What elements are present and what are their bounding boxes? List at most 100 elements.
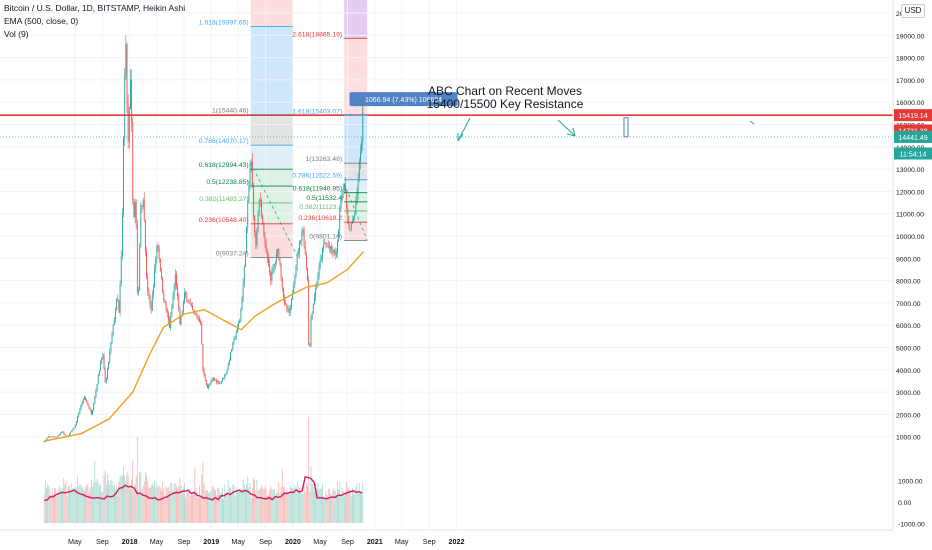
volume-bar — [199, 486, 200, 523]
candle-body — [243, 266, 245, 283]
candle-body — [62, 431, 64, 433]
annotation-arrow-left — [457, 117, 471, 142]
candle-body — [149, 295, 151, 305]
candle-body — [54, 436, 55, 438]
candle-body — [158, 248, 160, 260]
candle-body — [86, 399, 88, 403]
candle-body — [307, 268, 308, 280]
volume-bar — [277, 492, 279, 523]
volume-bar — [263, 488, 265, 523]
candle-body — [239, 320, 241, 324]
candle-body — [195, 314, 197, 316]
currency-button[interactable]: USD — [901, 4, 925, 18]
candle-body — [192, 306, 193, 311]
candle-body — [167, 313, 169, 321]
candle-body — [110, 342, 112, 352]
volume-bar — [356, 483, 358, 523]
candle-body — [336, 241, 338, 253]
volume-bar — [156, 482, 158, 523]
candle-body — [242, 282, 244, 299]
volume-bar — [225, 495, 227, 523]
volume-bar — [154, 480, 155, 523]
volume-bar — [96, 478, 98, 523]
volume-bar — [174, 483, 176, 523]
volume-bar — [296, 481, 298, 523]
volume-bar — [127, 476, 129, 523]
candle-body — [353, 219, 354, 222]
volume-bar — [247, 476, 249, 523]
volume-bar — [266, 495, 268, 523]
volume-bar — [124, 475, 126, 523]
volume-bar — [257, 490, 259, 523]
candle-body — [215, 379, 216, 381]
candle-body — [113, 319, 115, 325]
fib1-level-label: 0.5(12238.85) — [206, 179, 248, 186]
candle-body — [89, 408, 91, 411]
candle-body — [102, 355, 104, 358]
candle-body — [47, 437, 49, 440]
volume-bar — [92, 487, 93, 523]
volume-bar — [234, 495, 236, 523]
volume-bar — [242, 480, 244, 523]
candle-body — [326, 244, 328, 246]
candle-body — [134, 202, 136, 218]
volume-bar — [144, 471, 146, 523]
candle-body — [112, 324, 114, 334]
candle-body — [194, 312, 196, 315]
candle-body — [104, 368, 106, 382]
volume-bar — [195, 488, 197, 523]
candle-body — [121, 213, 123, 257]
candle-body — [175, 274, 177, 287]
candle-body — [87, 402, 89, 406]
candle-body — [132, 122, 134, 201]
candle-body — [101, 357, 103, 363]
fib1-level-label: 1(15440.46) — [212, 108, 249, 115]
annotation: ABC Chart on Recent Moves 15400/15500 Ke… — [427, 84, 584, 111]
volume-bar — [203, 483, 205, 523]
annotation-arrow-right — [557, 119, 576, 137]
candle-body — [313, 297, 315, 305]
candle-body — [118, 300, 120, 313]
volume-bar — [61, 490, 62, 523]
volume-bar — [301, 488, 303, 523]
volume-bar — [130, 488, 131, 523]
candle-body — [165, 301, 167, 310]
candle-body — [311, 313, 313, 319]
fib-zones — [250, 0, 368, 258]
candle-body — [144, 220, 146, 252]
candle-body — [69, 433, 70, 436]
candle-body — [52, 436, 54, 438]
volume-bar — [315, 482, 316, 523]
candle-body — [349, 229, 351, 230]
volume-bar — [126, 471, 128, 523]
volume-bar — [331, 495, 333, 523]
volume-bar — [66, 496, 68, 523]
candle-body — [156, 245, 158, 260]
volume-bar — [117, 495, 119, 523]
candle-body — [147, 277, 149, 292]
candle-body — [292, 293, 294, 299]
fib2-level-label: 2.618(18865.19) — [292, 31, 342, 38]
candle-body — [162, 277, 164, 293]
volume-bar — [291, 487, 292, 523]
candle-body — [95, 389, 97, 397]
candle-body — [128, 108, 130, 142]
fib1-trend-line — [250, 162, 298, 257]
ema-500-line — [44, 251, 365, 442]
volume-tick-label: 0.00 — [898, 500, 911, 507]
volume-bar — [255, 490, 257, 523]
volume-bar — [357, 492, 359, 523]
candle-body — [224, 374, 226, 378]
candle-body — [346, 191, 348, 209]
volume-bar — [213, 488, 215, 523]
candle-body — [305, 254, 307, 269]
candle-body — [85, 396, 87, 400]
time-tick-label: 2022 — [448, 537, 464, 546]
candle-body — [188, 302, 190, 304]
volume-bar — [140, 471, 142, 523]
time-tick-label: May — [313, 537, 327, 546]
candle-body — [186, 295, 188, 302]
fib2-zone-purple — [344, 0, 368, 39]
volume-bar — [304, 491, 306, 523]
